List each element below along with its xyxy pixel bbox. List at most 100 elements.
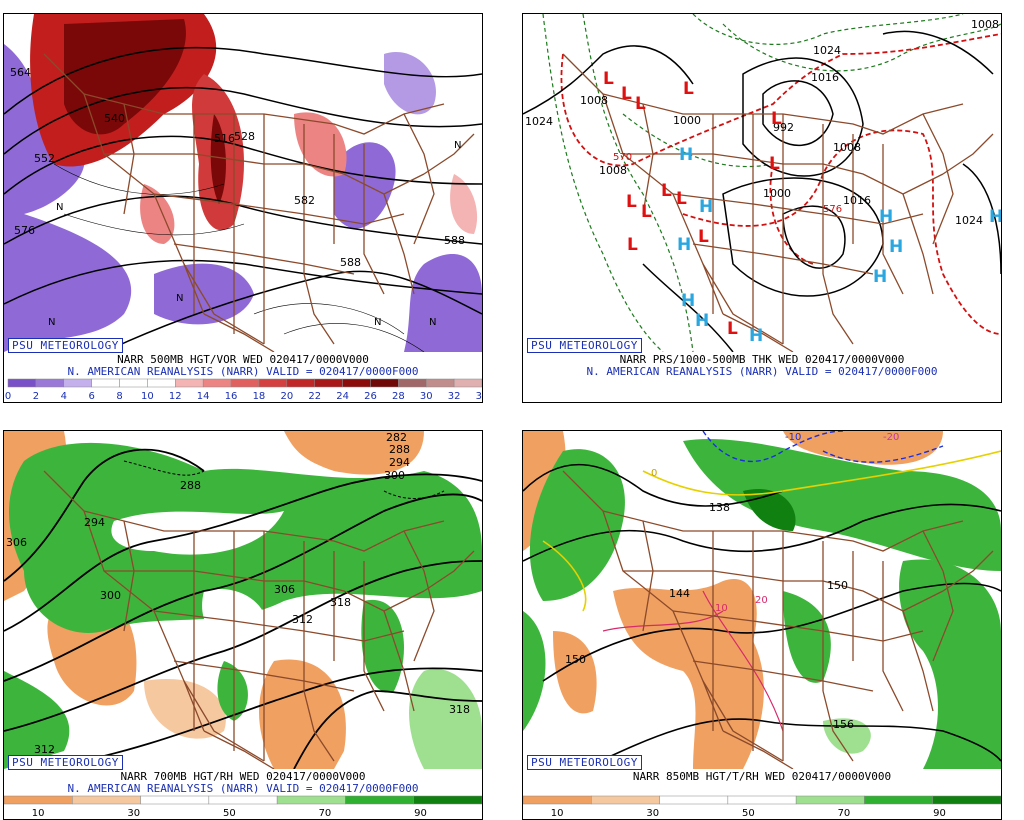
- thickness-label: 576: [823, 204, 842, 215]
- contour-label: 528: [234, 130, 255, 143]
- isobar-label: 1008: [833, 141, 861, 154]
- colorbar-segment: [4, 795, 73, 805]
- colorbar-segment: [591, 795, 660, 805]
- high-pressure-symbol: H: [695, 311, 709, 331]
- colorbar-segment: [175, 378, 204, 388]
- temperature-label: 0: [651, 468, 657, 479]
- contour-label: 288: [389, 443, 410, 456]
- colorbar-tick-label: 90: [414, 808, 427, 818]
- colorbar-segment: [523, 795, 592, 805]
- colorbar-tick-label: 0: [5, 391, 11, 401]
- isobar-label: 1016: [811, 71, 839, 84]
- isobar-label: 1024: [525, 115, 553, 128]
- contour-label: 516: [214, 132, 235, 145]
- vorticity-symbol: N: [454, 140, 461, 151]
- panel-valid-caption: N. AMERICAN REANALYSIS (NARR) VALID = 02…: [67, 365, 419, 378]
- colorbar-segment: [7, 378, 37, 388]
- isobar-label: 992: [773, 121, 794, 134]
- temperature-label: 10: [715, 603, 728, 614]
- contour-label: 552: [34, 152, 55, 165]
- contour-label: 282: [386, 431, 407, 444]
- contour-label: 318: [449, 703, 470, 716]
- contour-label: 582: [294, 194, 315, 207]
- colorbar-segment: [314, 378, 343, 388]
- colorbar-segment: [208, 795, 278, 805]
- contour-label: 288: [180, 479, 201, 492]
- colorbar-segment: [345, 795, 414, 805]
- map-850mb: 138 144 150 150 156 -10 -20 0 10 20: [523, 431, 1001, 769]
- psu-meteorology-badge: PSU METEOROLOGY: [527, 338, 642, 353]
- high-pressure-symbol: H: [699, 197, 713, 217]
- high-pressure-symbol: H: [749, 326, 763, 346]
- psu-meteorology-badge: PSU METEOROLOGY: [8, 338, 123, 353]
- colorbar-tick-label: 30: [420, 391, 433, 401]
- isobar-label: 1008: [599, 164, 627, 177]
- high-pressure-symbol: H: [873, 267, 887, 287]
- low-pressure-symbol: L: [626, 192, 637, 212]
- colorbar-tick-label: 10: [141, 391, 154, 401]
- colorbar-segment: [398, 378, 427, 388]
- colorbar-tick-label: 12: [169, 391, 182, 401]
- contour-label: 300: [384, 469, 405, 482]
- temperature-label: 20: [755, 595, 768, 606]
- colorbar-tick-label: 22: [308, 391, 321, 401]
- panel-sea-level-pressure-thickness: 1008 1024 1008 1024 1016 1000 1008 1016 …: [522, 13, 1002, 403]
- low-pressure-symbol: L: [627, 235, 638, 255]
- contour-label: 540: [104, 112, 125, 125]
- colorbar-segment: [140, 795, 210, 805]
- low-pressure-symbol: L: [635, 94, 646, 114]
- contour-label: 312: [292, 613, 313, 626]
- panel-caption: NARR PRS/1000-500MB THK WED 020417/0000V…: [619, 353, 905, 366]
- colorbar-segment: [795, 795, 865, 805]
- vorticity-symbol: N: [429, 317, 436, 328]
- low-pressure-symbol: L: [771, 109, 782, 129]
- colorbar-segment: [91, 378, 120, 388]
- contour-label: 564: [10, 66, 31, 79]
- rh-colorbar: 10 30 50 70 90: [4, 795, 482, 818]
- high-pressure-symbol: H: [681, 291, 695, 311]
- panel-500mb-height-vorticity: 564 540 552 576 516 528 588 582 588 N N …: [3, 13, 483, 403]
- colorbar-segment: [370, 378, 399, 388]
- isobar-label: 1000: [673, 114, 701, 127]
- contour-label: 294: [389, 456, 410, 469]
- colorbar-tick-label: 18: [253, 391, 266, 401]
- contour-label: 588: [444, 234, 465, 247]
- colorbar-tick-label: 90: [933, 808, 946, 818]
- low-pressure-symbol: L: [621, 84, 632, 104]
- colorbar-segment: [864, 795, 933, 805]
- colorbar-tick-label: 30: [646, 808, 659, 818]
- colorbar-segment: [202, 378, 232, 388]
- colorbar-tick-label: 10: [551, 808, 564, 818]
- colorbar-tick-label: 24: [336, 391, 349, 401]
- colorbar-tick-label: 34: [476, 391, 482, 401]
- thickness-label: 570: [613, 152, 632, 163]
- psu-meteorology-badge: PSU METEOROLOGY: [527, 755, 642, 770]
- high-pressure-symbol: H: [989, 207, 1001, 227]
- vorticity-symbol: N: [56, 202, 63, 213]
- panel-850mb-height-temp-rh: 138 144 150 150 156 -10 -20 0 10 20 PSU …: [522, 430, 1002, 820]
- temperature-label: -20: [883, 432, 899, 443]
- contour-label: 306: [6, 536, 27, 549]
- high-pressure-symbol: H: [677, 235, 691, 255]
- isobar-label: 1000: [763, 187, 791, 200]
- rh-colorbar: 10 30 50 70 90: [523, 795, 1001, 818]
- low-pressure-symbol: L: [769, 154, 780, 174]
- vorticity-symbol: N: [176, 293, 183, 304]
- isobar-label: 1008: [971, 18, 999, 31]
- isobar-label: 1016: [843, 194, 871, 207]
- colorbar-segment: [276, 795, 346, 805]
- contour-label: 588: [340, 256, 361, 269]
- isobar-label: 1024: [813, 44, 841, 57]
- panel-caption: NARR 500MB HGT/VOR WED 020417/0000V000: [117, 353, 369, 366]
- colorbar-tick-label: 26: [364, 391, 377, 401]
- colorbar-segment: [453, 378, 482, 388]
- contour-label: 138: [709, 501, 730, 514]
- map-700mb: 282 288 294 300 288 294 306 300 306 312 …: [4, 431, 482, 769]
- contour-label: 294: [84, 516, 105, 529]
- low-pressure-symbol: L: [698, 227, 709, 247]
- colorbar-segment: [286, 378, 315, 388]
- colorbar-segment: [659, 795, 729, 805]
- map-pressure-thickness: 1008 1024 1008 1024 1016 1000 1008 1016 …: [523, 14, 1001, 352]
- psu-meteorology-badge: PSU METEOROLOGY: [8, 755, 123, 770]
- colorbar-segment: [230, 378, 260, 388]
